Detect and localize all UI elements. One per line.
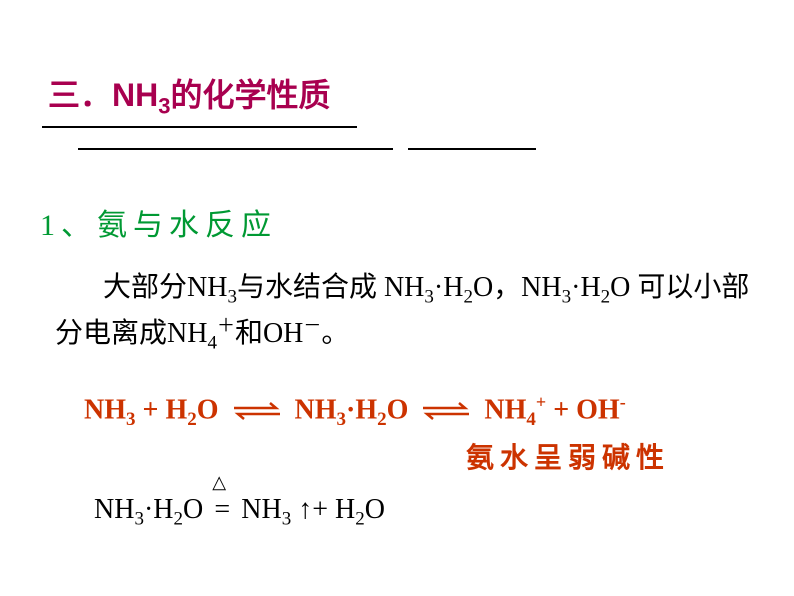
weak-base-note: 氨水呈弱碱性 — [466, 436, 670, 476]
title-formula-base: NH — [112, 77, 158, 113]
slide-title: 三．NH3的化学性质 — [48, 70, 331, 119]
p-t2: 与水结合成 NH — [237, 272, 424, 303]
p-t7: 和OH — [235, 318, 303, 349]
title-underline-1 — [42, 126, 357, 128]
eq1-a6: O — [387, 394, 416, 425]
p-p1: ＋ — [217, 316, 235, 336]
eq2-b2s: 2 — [174, 509, 184, 530]
eq1-a5: ·H — [346, 394, 377, 425]
eq2-eq: = — [214, 494, 230, 525]
eq2-b6: O — [365, 494, 385, 525]
p-t8: 。 — [321, 318, 349, 349]
p-t5: ·H — [571, 272, 601, 303]
p-s6: 4 — [207, 333, 217, 354]
heat-symbol: △= — [210, 494, 234, 526]
p-t4: O，NH — [473, 272, 562, 303]
eq2-b5s: 2 — [355, 509, 365, 530]
eq1-a2: + H — [136, 394, 188, 425]
eq1-a2s: 2 — [187, 409, 197, 430]
title-prefix: 三． — [48, 77, 112, 113]
p-s3: 2 — [463, 287, 473, 308]
triangle-icon: △ — [212, 472, 226, 493]
eq1-a8p: - — [620, 392, 626, 412]
eq1-a4: NH — [288, 394, 337, 425]
title-suffix: 的化学性质 — [170, 77, 330, 113]
eq2-b2: ·H — [144, 494, 174, 525]
p-t3: ·H — [434, 272, 464, 303]
eq1-a3: O — [197, 394, 226, 425]
eq1-a7s: 4 — [526, 409, 536, 430]
p-s5: 2 — [601, 287, 611, 308]
eq1-a1: NH — [84, 394, 126, 425]
eq1-a8: + OH — [546, 394, 620, 425]
eq2-b4: NH — [234, 494, 281, 525]
eq2-b1s: 3 — [134, 509, 144, 530]
p-t1: 大部分NH — [103, 272, 227, 303]
eq2-b4s: 3 — [282, 509, 292, 530]
title-underline-3 — [408, 148, 536, 150]
title-underline-2 — [78, 148, 393, 150]
eq2-b1: NH — [94, 494, 134, 525]
eq1-a5s: 2 — [377, 409, 387, 430]
p-s1: 3 — [227, 287, 237, 308]
eq1-a7p: + — [536, 392, 546, 412]
eq1-a1s: 3 — [126, 409, 136, 430]
body-paragraph: 大部分NH3与水结合成 NH3·H2O，NH3·H2O 可以小部分电离成NH4＋… — [55, 266, 755, 358]
title-formula-sub: 3 — [158, 93, 170, 118]
p-s2: 3 — [424, 287, 434, 308]
equilibrium-arrow-icon — [421, 396, 471, 428]
eq1-a4s: 3 — [337, 409, 347, 430]
equilibrium-equation: NH3 + H2O NH3·H2O NH4+ + OH- — [84, 392, 626, 431]
p-p2: － — [303, 316, 321, 336]
equilibrium-arrow-icon — [232, 396, 282, 428]
decomposition-equation: NH3·H2O △= NH3 ↑+ H2O — [94, 494, 385, 531]
section-heading: 1、氨与水反应 — [40, 200, 277, 244]
eq2-b3: O — [183, 494, 210, 525]
eq1-a7: NH — [477, 394, 526, 425]
eq2-b5: ↑+ H — [291, 494, 355, 525]
p-s4: 3 — [562, 287, 572, 308]
